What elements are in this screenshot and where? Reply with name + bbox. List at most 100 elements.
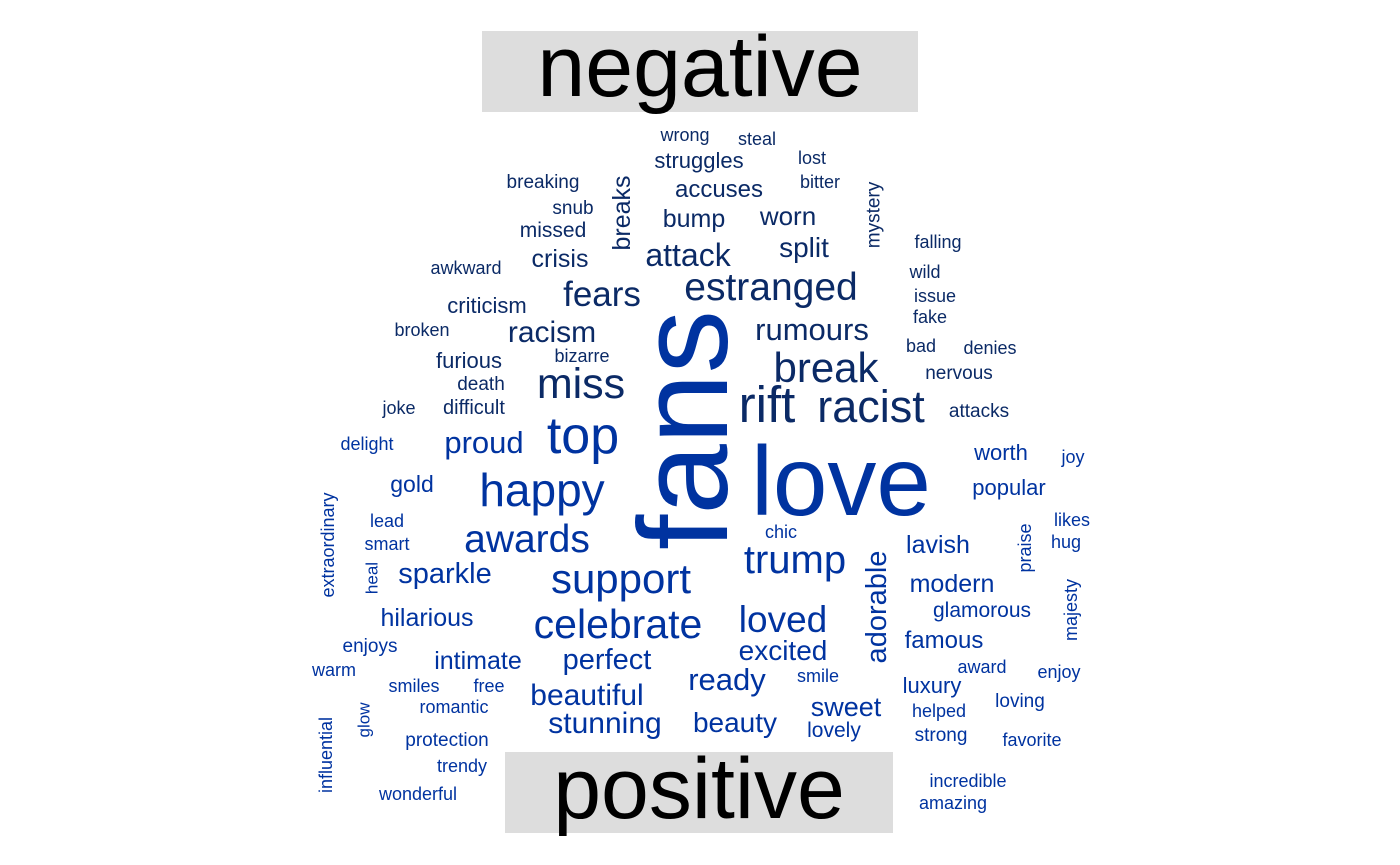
word-negative-steal: steal <box>738 129 776 149</box>
word-positive-chic: chic <box>765 522 797 542</box>
word-negative-estranged: estranged <box>684 266 857 309</box>
word-negative-rift: rift <box>739 376 796 433</box>
word-positive-enjoys: enjoys <box>343 636 398 657</box>
word-negative-furious: furious <box>436 348 502 373</box>
word-negative-bump: bump <box>663 205 726 233</box>
word-negative-bitter: bitter <box>800 172 840 192</box>
word-positive-glow: glow <box>355 702 374 738</box>
word-positive-famous: famous <box>905 627 984 654</box>
negative-group-label: negative <box>537 19 862 115</box>
word-positive-strong: strong <box>915 725 968 746</box>
word-negative-denies: denies <box>963 338 1016 358</box>
word-positive-extraordinary: extraordinary <box>318 492 338 597</box>
word-positive-praise: praise <box>1015 523 1035 572</box>
word-negative-crisis: crisis <box>532 245 589 273</box>
word-positive-influential: influential <box>316 717 336 793</box>
word-positive-excited: excited <box>739 635 828 666</box>
word-positive-gold: gold <box>390 471 433 497</box>
word-negative-nervous: nervous <box>925 363 993 384</box>
word-negative-awkward: awkward <box>430 258 501 278</box>
word-positive-beauty: beauty <box>693 707 777 738</box>
word-negative-bizarre: bizarre <box>554 346 609 366</box>
word-positive-trendy: trendy <box>437 756 487 776</box>
word-positive-favorite: favorite <box>1002 730 1061 750</box>
word-positive-trump: trump <box>744 538 846 582</box>
word-positive-smile: smile <box>797 666 839 686</box>
negative-label-box <box>482 31 918 112</box>
word-positive-romantic: romantic <box>419 697 488 717</box>
word-negative-issue: issue <box>914 286 956 306</box>
word-positive-lead: lead <box>370 511 404 531</box>
word-positive-intimate: intimate <box>434 647 522 675</box>
word-positive-fans: fans <box>612 310 754 550</box>
word-positive-worth: worth <box>973 440 1028 465</box>
word-positive-beautiful: beautiful <box>530 679 643 712</box>
word-negative-snub: snub <box>552 198 593 219</box>
word-negative-broken: broken <box>394 320 449 340</box>
positive-group-label: positive <box>553 741 845 837</box>
word-positive-modern: modern <box>910 570 995 598</box>
word-negative-breaking: breaking <box>507 172 580 193</box>
word-positive-loved: loved <box>739 599 827 640</box>
word-positive-wonderful: wonderful <box>378 784 457 804</box>
word-positive-hilarious: hilarious <box>380 604 473 632</box>
word-positive-warm: warm <box>311 660 356 680</box>
word-positive-protection: protection <box>405 730 488 751</box>
word-negative-split: split <box>779 232 829 263</box>
word-positive-joy: joy <box>1060 447 1084 467</box>
word-negative-fears: fears <box>563 275 641 314</box>
word-negative-racist: racist <box>817 381 925 432</box>
word-positive-celebrate: celebrate <box>534 601 703 647</box>
word-positive-adorable: adorable <box>861 551 893 664</box>
word-negative-accuses: accuses <box>675 176 763 203</box>
word-positive-enjoy: enjoy <box>1037 662 1080 682</box>
word-positive-support: support <box>551 555 691 602</box>
word-positive-stunning: stunning <box>548 707 661 740</box>
word-negative-break: break <box>773 344 879 391</box>
word-negative-mystery: mystery <box>864 181 885 248</box>
word-negative-wrong: wrong <box>659 125 709 145</box>
word-positive-sparkle: sparkle <box>398 558 492 590</box>
word-negative-joke: joke <box>381 398 415 418</box>
word-positive-popular: popular <box>972 475 1045 500</box>
word-negative-attack: attack <box>645 237 731 273</box>
word-positive-awards: awards <box>464 518 590 561</box>
word-negative-falling: falling <box>914 232 961 252</box>
word-negative-breaks: breaks <box>608 175 636 250</box>
word-negative-criticism: criticism <box>447 293 526 318</box>
word-positive-glamorous: glamorous <box>933 599 1031 622</box>
word-positive-sweet: sweet <box>811 692 882 722</box>
word-positive-delight: delight <box>340 434 393 454</box>
word-negative-worn: worn <box>759 201 816 231</box>
word-positive-happy: happy <box>479 464 604 516</box>
word-negative-rumours: rumours <box>755 312 869 347</box>
word-negative-missed: missed <box>520 219 587 242</box>
positive-label-box <box>505 752 893 833</box>
word-positive-hug: hug <box>1051 532 1081 552</box>
word-positive-likes: likes <box>1054 510 1090 530</box>
word-negative-racism: racism <box>508 316 596 349</box>
word-positive-ready: ready <box>688 662 766 697</box>
word-positive-love: love <box>751 426 931 536</box>
word-positive-award: award <box>957 657 1006 677</box>
word-negative-struggles: struggles <box>654 148 743 173</box>
word-positive-lavish: lavish <box>906 531 970 559</box>
word-positive-top: top <box>547 407 619 465</box>
word-positive-helped: helped <box>912 701 966 721</box>
word-negative-attacks: attacks <box>949 401 1009 422</box>
word-negative-wild: wild <box>908 262 940 282</box>
word-positive-free: free <box>473 676 504 696</box>
word-positive-incredible: incredible <box>929 771 1006 791</box>
word-negative-death: death <box>457 374 505 395</box>
word-negative-lost: lost <box>798 148 826 168</box>
word-positive-heal: heal <box>363 562 382 594</box>
word-negative-miss: miss <box>537 360 625 408</box>
word-positive-perfect: perfect <box>563 644 652 676</box>
word-negative-bad: bad <box>906 336 936 356</box>
word-positive-majesty: majesty <box>1061 579 1081 641</box>
word-positive-proud: proud <box>444 425 523 460</box>
word-positive-amazing: amazing <box>919 793 987 813</box>
word-positive-smart: smart <box>365 534 410 554</box>
